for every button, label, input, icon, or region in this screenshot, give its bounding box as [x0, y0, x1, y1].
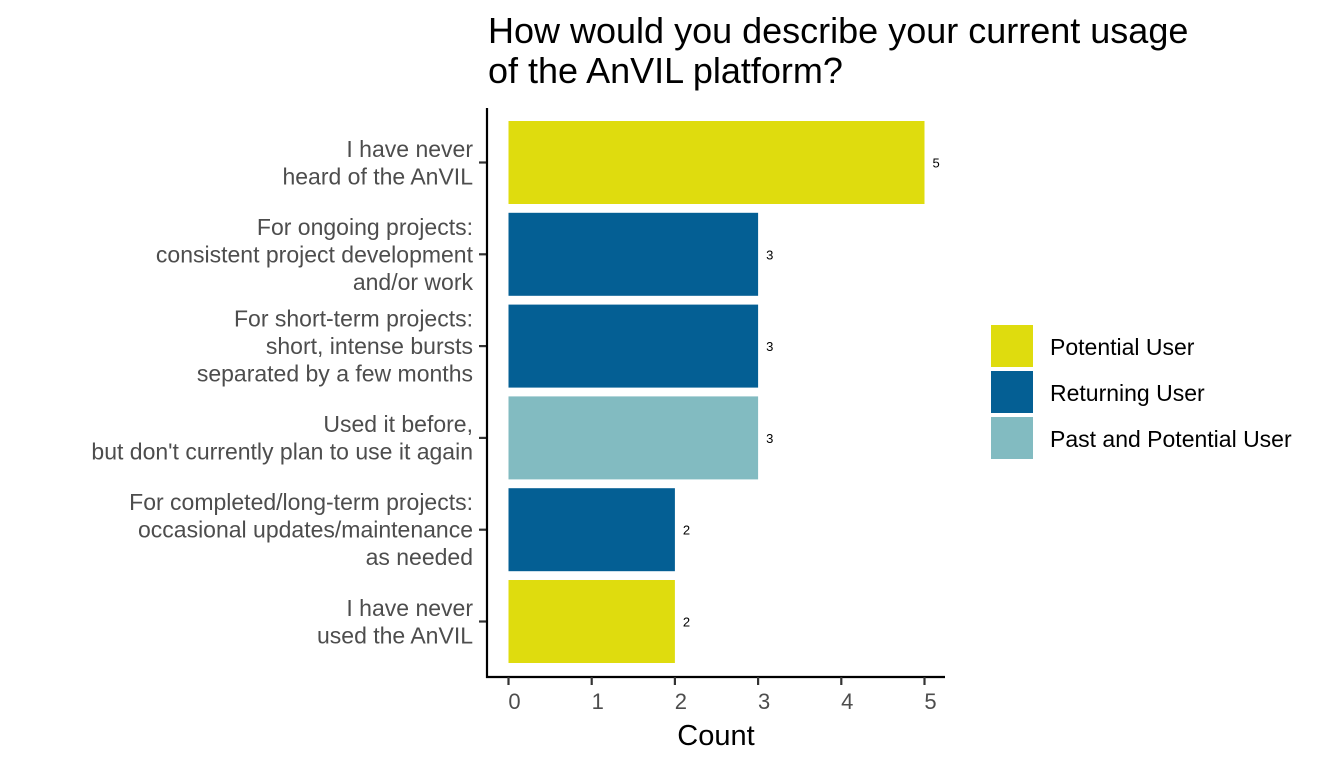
category-label-5-line-1: For completed/long-term projects:: [129, 489, 473, 515]
x-tick-label-5: 5: [924, 689, 936, 714]
category-label-6-line-1: I have never: [346, 595, 473, 621]
bar-4: [508, 396, 759, 480]
bar-2: [508, 212, 759, 296]
legend-label-1: Potential User: [1050, 334, 1195, 360]
bar-6: [508, 580, 675, 663]
x-tick-label-4: 4: [841, 689, 853, 714]
legend-swatch-1: [991, 325, 1033, 367]
category-label-1: I have never heard of the AnVIL: [282, 136, 473, 190]
category-label-3-line-3: separated by a few months: [197, 361, 473, 387]
category-label-4-line-1: Used it before,: [323, 411, 473, 437]
category-label-2-line-3: and/or work: [353, 269, 474, 295]
legend-label-2: Returning User: [1050, 380, 1205, 406]
x-axis-title: Count: [677, 720, 754, 752]
category-label-5: For completed/long-term projects: occasio…: [129, 489, 473, 570]
category-label-2-line-1: For ongoing projects:: [257, 214, 473, 240]
bar-5: [508, 488, 675, 572]
category-label-4: Used it before, but don't currently plan …: [91, 411, 473, 465]
category-label-1-line-1: I have never: [346, 136, 473, 162]
data-label-4: 3: [766, 431, 773, 446]
category-label-2-line-2: consistent project development: [156, 241, 474, 267]
x-axis-ticks: 0 1 2 3 4 5: [507, 677, 937, 714]
chart-title: How would you describe your current usag…: [488, 10, 1198, 91]
category-label-4-line-2: but don't currently plan to use it again: [91, 439, 473, 465]
bars-group: [508, 121, 925, 663]
x-tick-label-2: 2: [675, 689, 687, 714]
category-label-3: For short-term projects: short, intense b…: [197, 306, 473, 387]
category-label-3-line-1: For short-term projects:: [234, 306, 473, 332]
x-tick-label-1: 1: [592, 689, 604, 714]
chart-title-line-1: How would you describe your current usag…: [488, 10, 1188, 51]
legend-swatch-3: [991, 417, 1033, 459]
x-tick-label-3: 3: [758, 689, 770, 714]
bar-3: [508, 304, 759, 388]
category-label-6-line-2: used the AnVIL: [317, 622, 473, 648]
category-label-3-line-2: short, intense bursts: [266, 333, 473, 359]
bar-1: [508, 121, 925, 204]
category-label-5-line-2: occasional updates/maintenance: [138, 517, 473, 543]
x-tick-label-0: 0: [508, 689, 520, 714]
data-label-2: 3: [766, 247, 773, 262]
category-label-1-line-2: heard of the AnVIL: [282, 163, 473, 189]
category-label-6: I have never used the AnVIL: [317, 595, 473, 649]
category-label-5-line-3: as needed: [366, 544, 473, 570]
legend-label-3: Past and Potential User: [1050, 426, 1292, 452]
data-labels: 5 3 3 3 2 2: [683, 156, 940, 630]
data-label-3: 3: [766, 339, 773, 354]
data-label-1: 5: [933, 156, 940, 171]
legend-swatch-2: [991, 371, 1033, 413]
legend: Potential User Returning User Past and Pot…: [991, 325, 1292, 459]
category-label-2: For ongoing projects: consistent project …: [156, 214, 474, 295]
data-label-5: 2: [683, 523, 690, 538]
data-label-6: 2: [683, 615, 690, 630]
chart-title-line-2: of the AnVIL platform?: [488, 50, 843, 91]
